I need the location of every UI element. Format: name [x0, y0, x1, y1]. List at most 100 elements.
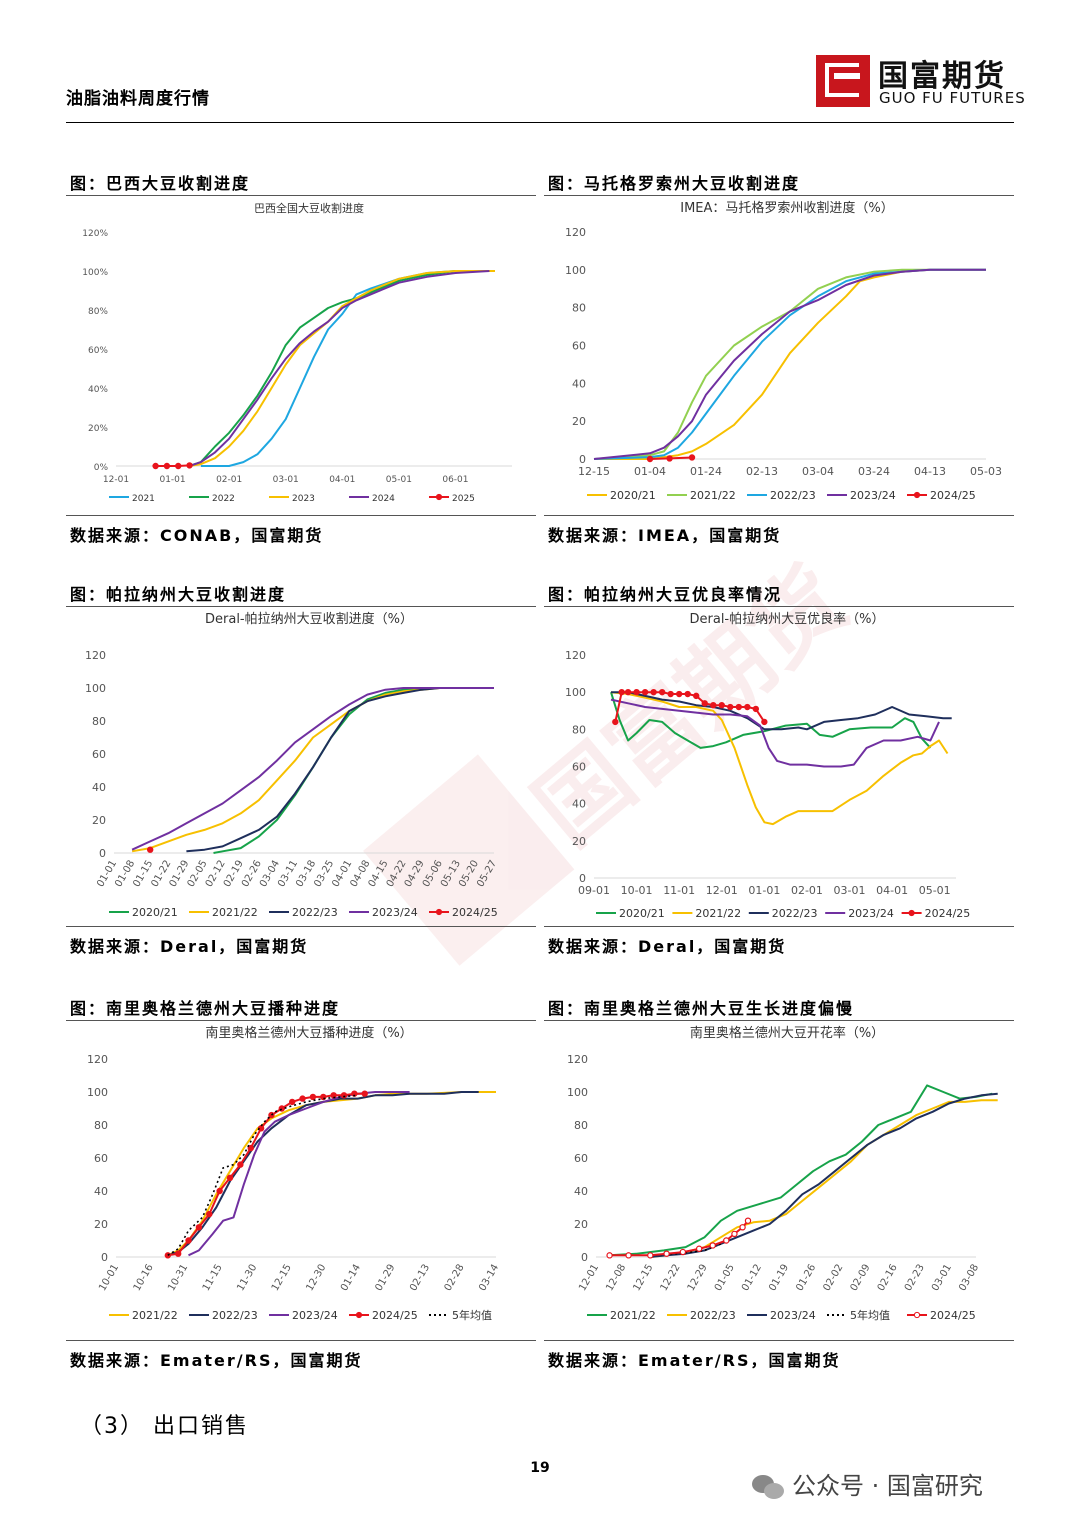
logo-text-en: GUO FU FUTURES: [879, 89, 1026, 107]
y-tick-label: 20%: [88, 424, 108, 434]
data-point: [361, 1090, 368, 1097]
x-tick-label: 12-15: [270, 1263, 294, 1294]
data-point: [693, 692, 700, 700]
data-point: [679, 1248, 687, 1256]
y-tick-label: 80: [572, 723, 586, 736]
data-point: [175, 462, 182, 470]
wechat-icon: [752, 1473, 786, 1501]
x-tick-label: 12-01: [577, 1263, 601, 1294]
x-tick-label: 11-15: [201, 1263, 225, 1294]
x-tick-label: 01-01: [159, 475, 185, 485]
legend-item: 5年均值: [827, 1308, 890, 1322]
series-line-2021/22: [610, 691, 949, 826]
legend-item: 2022/23: [748, 907, 818, 920]
chart-parana-condition: Deral-帕拉纳州大豆优良率（%） 0 20 40 60 80 100 120 09-01 10…: [565, 611, 970, 920]
y-tick-label: 20: [92, 814, 106, 827]
x-tick-label: 01-04: [634, 465, 666, 478]
legend-marker: [435, 908, 443, 916]
x-tick-label: 01-26: [794, 1263, 818, 1294]
series-line-2020/21: [610, 691, 932, 749]
legend-marker: [435, 493, 443, 501]
logo-mark-icon: [816, 55, 870, 107]
x-tick-label: 01-24: [690, 465, 722, 478]
series-line-2022/23: [593, 268, 986, 460]
y-tick-label: 100: [565, 686, 586, 699]
data-point: [185, 1237, 192, 1244]
y-tick-label: 100%: [82, 268, 108, 278]
legend-label: 2023: [292, 494, 315, 504]
series-line-2020/21: [213, 687, 494, 854]
panel-title: 图：帕拉纳州大豆优良率情况: [548, 585, 783, 604]
series-line-2023: [189, 270, 495, 467]
legend-item: 2024/25: [429, 906, 498, 919]
legend-label: 2025: [452, 494, 475, 504]
x-tick-label: 12-22: [659, 1263, 683, 1294]
y-tick-label: 0: [101, 1251, 108, 1264]
legend-label: 2022/23: [772, 907, 818, 920]
legend-label: 2024/25: [930, 489, 976, 502]
data-point: [624, 688, 632, 696]
panel-source: 数据来源：Deral，国富期货: [548, 937, 787, 956]
legend-item: 2022/23: [667, 1309, 736, 1322]
x-tick-label: 05-03: [970, 465, 1002, 478]
series-line-5年均值: [650, 1243, 722, 1257]
data-point: [723, 1237, 730, 1244]
legend-item: 2023/24: [827, 489, 896, 502]
y-tick-label: 60: [92, 748, 106, 761]
series-line-2023/24: [650, 1092, 998, 1258]
x-tick-label: 10-01: [621, 884, 653, 897]
x-tick-label: 01-12: [740, 1263, 764, 1294]
panel-source: 数据来源：Deral，国富期货: [70, 937, 309, 956]
data-point: [163, 462, 171, 470]
y-tick-label: 100: [87, 1086, 108, 1099]
legend-label: 2022/23: [770, 489, 816, 502]
chart-title: 南里奥格兰德州大豆开花率（%）: [690, 1025, 884, 1041]
legend-label: 2020/21: [619, 907, 665, 920]
x-tick-label: 03-01: [273, 475, 299, 485]
legend-label: 2020/21: [132, 906, 178, 919]
series-line-2022/23: [167, 1091, 479, 1257]
x-tick-label: 02-13: [746, 465, 778, 478]
data-point: [152, 462, 159, 470]
x-tick-label: 12-08: [604, 1263, 628, 1294]
y-tick-label: 0: [99, 847, 106, 860]
legend-label: 2021/22: [132, 1309, 178, 1322]
x-tick-label: 12-01: [103, 475, 129, 485]
series-line-2021/22: [131, 687, 476, 853]
legend-label: 2021/22: [212, 906, 258, 919]
legend-item: 2021: [109, 494, 155, 504]
legend-item: 2021/22: [109, 1309, 178, 1322]
panel-title: 图：帕拉纳州大豆收割进度: [70, 585, 287, 604]
x-tick-label: 03-08: [957, 1263, 981, 1294]
y-tick-label: 60: [572, 340, 586, 353]
panel-title: 图：巴西大豆收割进度: [70, 174, 251, 193]
y-tick-label: 100: [567, 1086, 588, 1099]
y-tick-label: 60: [572, 761, 586, 774]
legend-marker: [355, 1311, 363, 1319]
data-point: [744, 703, 751, 711]
legend-label: 2021/22: [695, 907, 741, 920]
series-line-2021/22: [593, 268, 986, 460]
panel-source: 数据来源：Emater/RS，国富期货: [548, 1351, 841, 1370]
x-tick-label: 06-01: [442, 475, 468, 485]
panel-source: 数据来源：CONAB，国富期货: [70, 526, 324, 545]
legend-label: 2022: [212, 494, 235, 504]
series-line-2023/24: [131, 687, 494, 851]
x-tick-label: 03-04: [802, 465, 834, 478]
data-point: [618, 688, 625, 696]
panel-source: 数据来源：IMEA，国富期货: [548, 526, 782, 545]
x-tick-label: 01-01: [748, 884, 780, 897]
x-tick-label: 11-01: [663, 884, 695, 897]
company-logo: 国富期货 GUO FU FUTURES: [816, 55, 1026, 109]
legend-item: 2022: [189, 494, 235, 504]
data-point: [735, 703, 742, 711]
data-point: [727, 703, 734, 711]
y-tick-label: 40%: [88, 385, 108, 395]
x-tick-label: 12-29: [686, 1263, 710, 1294]
data-point: [299, 1095, 306, 1102]
x-tick-label: 12-15: [578, 465, 610, 478]
y-tick-label: 20: [94, 1218, 108, 1231]
x-tick-label: 02-01: [216, 475, 242, 485]
data-point: [146, 846, 154, 853]
wechat-label: 公众号 · 国富研究: [792, 1472, 983, 1500]
